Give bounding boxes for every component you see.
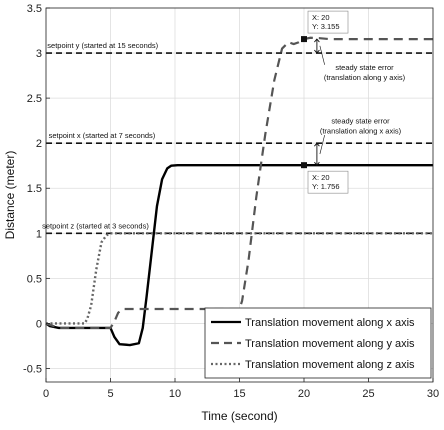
x-tick-label: 5 <box>107 388 113 400</box>
y-axis-label: Distance (meter) <box>3 151 17 240</box>
error-annotation-subtitle: (translation along x axis) <box>320 126 402 135</box>
y-tick-label: 0.5 <box>27 273 42 285</box>
datatip-x: X: 20 <box>312 13 330 22</box>
y-tick-label: 3.5 <box>27 3 42 15</box>
series-y-line <box>45 36 433 330</box>
setpoint-label: setpoint z (started at 3 seconds) <box>42 221 149 230</box>
setpoint-label: setpoint x (started at 7 seconds) <box>49 131 156 140</box>
legend-entry-y: Translation movement along y axis <box>245 338 415 350</box>
x-tick-label: 25 <box>362 388 374 400</box>
error-arrowhead <box>314 49 320 54</box>
error-arrowhead <box>314 38 320 43</box>
datatip-marker <box>301 36 307 43</box>
series-group <box>45 36 433 347</box>
error-annotation-title: steady state error <box>331 116 390 125</box>
legend-entry-z: Translation movement along z axis <box>245 359 415 371</box>
annotation-leader <box>319 45 325 65</box>
y-tick-label: 1 <box>36 228 42 240</box>
datatip-y: Y: 3.155 <box>312 22 340 31</box>
legend: Translation movement along x axis Transl… <box>204 307 432 379</box>
x-tick-label: 10 <box>169 388 181 400</box>
y-tick-label: 1.5 <box>27 183 42 195</box>
axis-ticks: 0 5 10 15 20 25 30 -0.5 0 0.5 1 1.5 2 2.5 3 3.5 <box>23 3 439 400</box>
annotation-leader <box>319 134 325 155</box>
setpoint-label: setpoint y (started at 15 seconds) <box>47 41 158 50</box>
y-tick-label: 3 <box>36 48 42 60</box>
error-arrowhead <box>314 142 320 147</box>
y-tick-label: 0 <box>36 318 42 330</box>
legend-entry-x: Translation movement along x axis <box>245 317 415 329</box>
error-arrowhead <box>314 161 320 166</box>
datatip-marker <box>301 162 307 169</box>
datatip-box <box>307 170 349 194</box>
datatip-y: Y: 1.756 <box>312 182 340 191</box>
x-tick-label: 20 <box>298 388 310 400</box>
error-annotation-subtitle: (translation along y axis) <box>324 73 406 82</box>
x-tick-label: 30 <box>427 388 439 400</box>
x-tick-label: 15 <box>233 388 245 400</box>
x-axis-label: Time (second) <box>201 409 277 423</box>
datatip-box <box>307 10 349 34</box>
y-tick-label: -0.5 <box>23 363 42 375</box>
legend-box <box>204 307 432 379</box>
y-tick-label: 2.5 <box>27 93 42 105</box>
series-z-line <box>46 232 433 325</box>
error-annotation-title: steady state error <box>335 63 394 72</box>
x-tick-label: 0 <box>43 388 49 400</box>
y-tick-label: 2 <box>36 138 42 150</box>
datatip-x: X: 20 <box>312 173 330 182</box>
